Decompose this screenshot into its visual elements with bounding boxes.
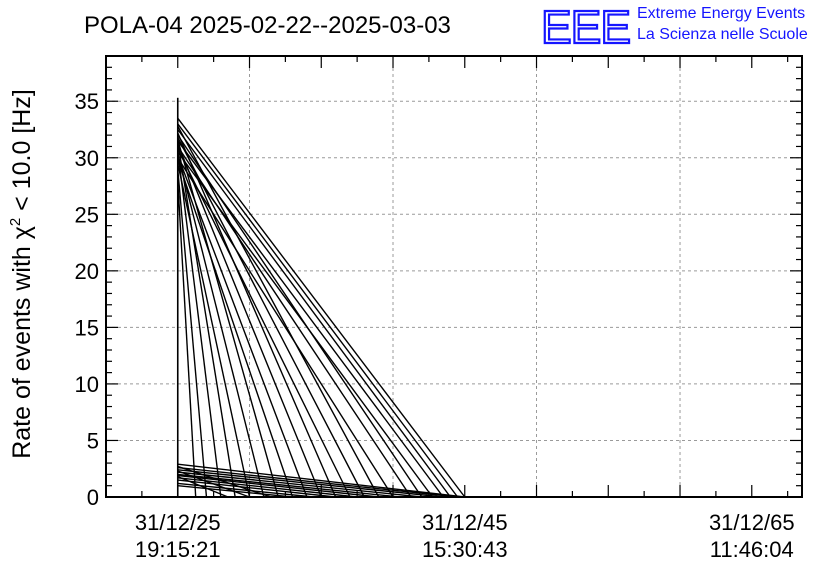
series-segment	[177, 150, 222, 498]
series-segment	[177, 132, 337, 498]
series-segment	[177, 117, 466, 498]
y-tick-label: 15	[75, 315, 99, 340]
series-segment	[177, 159, 294, 498]
series-segment	[177, 477, 358, 498]
y-tick-label: 30	[75, 146, 99, 171]
series-segment	[177, 465, 272, 498]
series-segment	[177, 471, 422, 498]
y-axis-label-chi: χ	[8, 226, 36, 239]
series-segment	[177, 153, 265, 498]
eee-logo-line2: La Scienza nelle Scuole	[637, 26, 808, 43]
series-segment	[177, 463, 465, 498]
x-tick-label-time: 15:30:43	[422, 537, 508, 562]
series-segment	[177, 139, 279, 498]
series-segment	[177, 169, 208, 498]
series-segment	[177, 129, 451, 498]
eee-logo-letters: EEE	[541, 1, 630, 53]
y-tick-label: 35	[75, 89, 99, 114]
series-segment	[177, 475, 229, 498]
series-segment	[177, 180, 197, 498]
series-segment	[177, 134, 423, 498]
y-tick-label: 5	[87, 428, 99, 453]
series-segment	[177, 470, 250, 498]
series-segment	[177, 479, 336, 498]
eee-logo: EEE Extreme Energy Events La Scienza nel…	[540, 0, 808, 54]
y-axis-label-prefix: Rate of events with	[8, 239, 36, 459]
x-tick-label-date: 31/12/45	[422, 510, 508, 535]
y-tick-label: 25	[75, 202, 99, 227]
x-tick-label-date: 31/12/25	[135, 510, 221, 535]
y-tick-label: 20	[75, 259, 99, 284]
y-tick-label: 10	[75, 372, 99, 397]
series-segment	[177, 474, 379, 498]
series-segment	[177, 141, 236, 498]
series-segment	[177, 155, 308, 498]
series-segment	[177, 123, 459, 498]
x-tick-label-time: 11:46:04	[710, 537, 794, 562]
series-segment	[177, 125, 380, 498]
plot-area	[176, 97, 466, 498]
series-segment	[177, 469, 444, 498]
chart-title: POLA-04 2025-02-22--2025-03-03	[84, 12, 451, 39]
y-tick-label: 0	[87, 485, 99, 510]
grid	[106, 56, 802, 497]
y-axis-label: Rate of events with χ2 < 10.0 [Hz]	[7, 89, 36, 459]
series-segment	[177, 148, 351, 498]
series-segment	[177, 146, 412, 498]
x-tick-label-time: 19:15:21	[135, 537, 221, 562]
series-segment	[177, 137, 365, 498]
eee-logo-line1: Extreme Energy Events	[637, 5, 805, 22]
y-axis-label-suffix: < 10.0 [Hz]	[8, 89, 36, 218]
y-axis-label-sup: 2	[7, 218, 24, 226]
plot-frame	[105, 55, 803, 498]
x-tick-label-date: 31/12/65	[709, 510, 795, 535]
series-segment	[177, 466, 458, 498]
series-segment	[177, 143, 322, 498]
